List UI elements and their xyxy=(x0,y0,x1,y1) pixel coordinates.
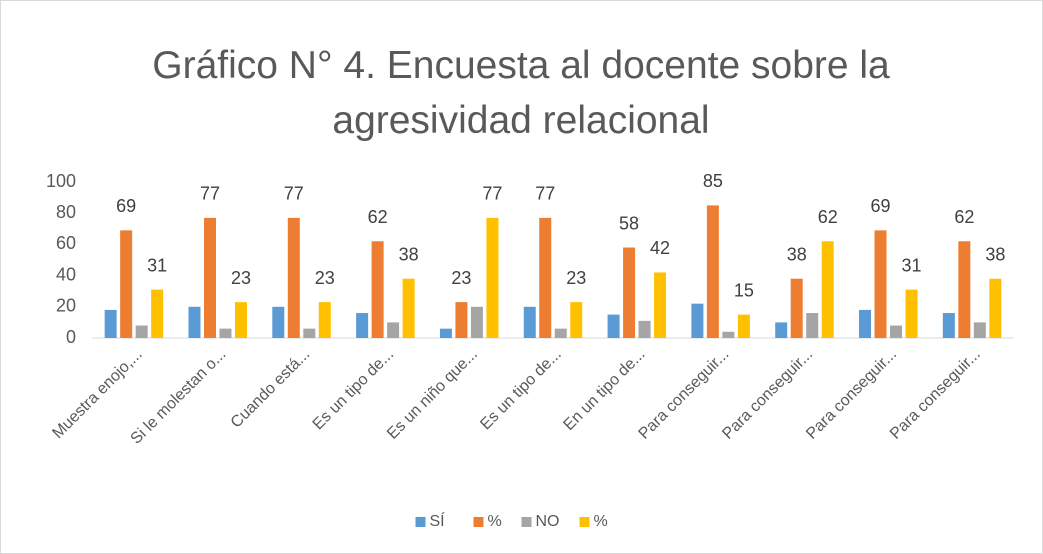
x-tick-label: Para conseguir... xyxy=(887,346,984,443)
data-label: 15 xyxy=(734,280,754,300)
bar xyxy=(523,306,536,338)
bar xyxy=(623,247,636,338)
bar xyxy=(203,217,216,338)
bar xyxy=(219,328,232,338)
bar xyxy=(973,322,986,338)
data-label: 58 xyxy=(619,213,639,233)
bar xyxy=(806,313,819,338)
chart-title: Gráfico N° 4. Encuesta al docente sobre … xyxy=(152,44,890,142)
legend-swatch xyxy=(473,517,484,527)
bar xyxy=(737,314,750,338)
x-tick-label: Para conseguir... xyxy=(636,346,733,443)
data-label: 62 xyxy=(368,207,388,227)
bar xyxy=(104,309,117,338)
x-tick-label: Para conseguir... xyxy=(719,346,816,443)
bar xyxy=(151,289,164,338)
bar xyxy=(790,278,803,338)
y-tick-label: 0 xyxy=(66,327,76,347)
data-label: 38 xyxy=(985,244,1005,264)
data-label: 23 xyxy=(231,268,251,288)
data-label: 69 xyxy=(871,196,891,216)
data-label: 69 xyxy=(116,196,136,216)
bar xyxy=(486,217,499,338)
bar xyxy=(691,303,704,338)
bar xyxy=(387,322,400,338)
bar xyxy=(303,328,316,338)
bar xyxy=(287,217,300,338)
bar xyxy=(356,313,369,338)
x-tick-label: Es un niño que... xyxy=(384,346,481,443)
bar xyxy=(942,313,955,338)
data-label: 77 xyxy=(200,184,220,204)
bar xyxy=(234,302,247,338)
bar xyxy=(706,205,719,338)
data-label: 77 xyxy=(535,184,555,204)
legend-swatch xyxy=(415,517,426,527)
data-label: 38 xyxy=(787,244,807,264)
bar xyxy=(890,325,903,338)
x-tick-label: Para conseguir... xyxy=(803,346,900,443)
data-label: 77 xyxy=(482,184,502,204)
bar xyxy=(371,241,384,338)
x-tick-label: Es un tipo de... xyxy=(477,346,565,434)
bar xyxy=(570,302,583,338)
data-label: 85 xyxy=(703,171,723,191)
data-label: 23 xyxy=(566,268,586,288)
bar xyxy=(859,309,872,338)
bar xyxy=(539,217,552,338)
data-label: 42 xyxy=(650,238,670,258)
data-label: 62 xyxy=(818,207,838,227)
x-tick-label: Cuando está... xyxy=(228,346,314,432)
y-tick-label: 80 xyxy=(56,202,76,222)
legend-label: SÍ xyxy=(430,511,446,530)
y-tick-label: 20 xyxy=(56,296,76,316)
bar xyxy=(905,289,918,338)
legend-swatch xyxy=(521,517,532,527)
bar xyxy=(989,278,1002,338)
data-label: 23 xyxy=(315,268,335,288)
bar xyxy=(439,328,452,338)
data-label: 31 xyxy=(902,255,922,275)
legend-label: % xyxy=(594,513,608,530)
bar xyxy=(318,302,331,338)
legend-label: % xyxy=(488,513,502,530)
data-label: 23 xyxy=(451,268,471,288)
y-tick-label: 60 xyxy=(56,233,76,253)
x-tick-label: Es un tipo de... xyxy=(310,346,398,434)
bar xyxy=(638,320,651,338)
data-label: 62 xyxy=(954,207,974,227)
bar xyxy=(455,302,468,338)
y-tick-label: 40 xyxy=(56,264,76,284)
bar xyxy=(188,306,201,338)
bar xyxy=(402,278,415,338)
bar xyxy=(821,241,834,338)
bar xyxy=(135,325,148,338)
legend-swatch xyxy=(579,517,590,527)
data-label: 77 xyxy=(284,184,304,204)
bar xyxy=(470,306,483,338)
bar xyxy=(722,331,735,338)
bar xyxy=(775,322,788,338)
bar xyxy=(958,241,971,338)
data-label: 31 xyxy=(147,255,167,275)
legend-label: NO xyxy=(536,513,560,530)
bar xyxy=(120,230,133,338)
data-label: 38 xyxy=(399,244,419,264)
x-tick-label: Muestra enojo,... xyxy=(49,346,145,442)
bar xyxy=(607,314,620,338)
bar xyxy=(272,306,285,338)
y-tick-label: 100 xyxy=(46,171,76,191)
bar xyxy=(654,272,667,338)
bar xyxy=(874,230,887,338)
x-tick-label: En un tipo de... xyxy=(560,346,648,434)
bar xyxy=(554,328,567,338)
x-tick-label: Si le molestan o... xyxy=(128,346,230,448)
